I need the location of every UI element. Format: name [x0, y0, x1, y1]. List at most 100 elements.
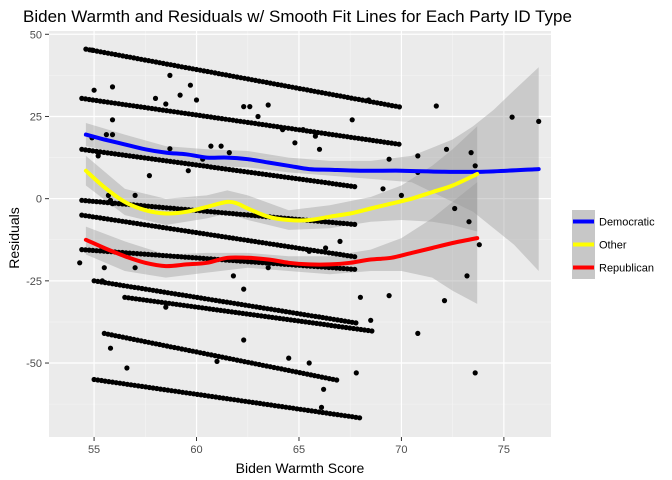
data-point — [93, 248, 100, 254]
data-point — [256, 259, 262, 265]
smooth-fit-lines — [83, 132, 541, 269]
data-point — [255, 113, 261, 120]
y-tick-label: 50 — [30, 29, 42, 41]
data-point — [130, 250, 136, 256]
data-point — [323, 245, 329, 251]
data-point — [109, 84, 116, 90]
legend-label-republican: Republican — [599, 263, 654, 275]
data-point — [152, 95, 159, 101]
data-point — [466, 219, 472, 225]
data-point — [214, 358, 220, 364]
data-point — [152, 204, 159, 210]
data-point — [89, 47, 95, 53]
data-point — [306, 360, 312, 366]
data-point — [101, 265, 107, 271]
data-point — [132, 192, 138, 198]
data-point — [265, 102, 271, 108]
data-point — [204, 208, 210, 214]
data-point — [333, 220, 339, 226]
data-point — [380, 186, 386, 192]
data-point — [230, 273, 236, 279]
data-point — [241, 286, 247, 292]
data-point — [357, 415, 363, 421]
data-point — [226, 150, 232, 156]
data-point — [472, 370, 478, 376]
data-point — [167, 253, 173, 259]
data-point — [349, 117, 355, 123]
data-point — [464, 273, 470, 279]
data-point — [509, 114, 515, 120]
data-point — [208, 143, 214, 149]
data-point — [366, 97, 372, 103]
data-point — [337, 238, 343, 244]
data-point — [109, 117, 116, 123]
data-point — [167, 72, 173, 78]
data-point — [204, 256, 210, 262]
data-point — [124, 365, 130, 371]
y-axis-title: Residuals — [6, 207, 22, 268]
data-point — [353, 370, 359, 376]
data-point — [91, 87, 97, 93]
data-point — [193, 97, 200, 103]
x-axis-title: Biden Warmth Score — [236, 460, 365, 476]
data-point — [259, 260, 266, 266]
data-point — [167, 146, 173, 152]
data-point — [536, 118, 542, 124]
data-point — [247, 104, 253, 110]
chart-title: Biden Warmth and Residuals w/ Smooth Fit… — [23, 7, 572, 26]
x-tick-label: 70 — [395, 444, 407, 456]
data-point — [352, 221, 358, 227]
data-point — [145, 251, 151, 257]
data-point — [352, 266, 358, 272]
data-point — [352, 184, 358, 190]
data-point — [386, 293, 392, 299]
data-point — [280, 127, 286, 133]
data-point — [318, 404, 325, 410]
data-point — [177, 92, 183, 98]
data-point — [109, 201, 116, 207]
data-point — [193, 255, 199, 261]
plot-panel — [49, 31, 551, 437]
data-point — [286, 355, 292, 361]
data-point — [415, 153, 421, 159]
data-point — [348, 221, 354, 227]
data-point — [134, 251, 140, 257]
data-point — [132, 265, 138, 271]
legend: Democratic Other Republican — [572, 210, 655, 279]
data-point — [344, 266, 350, 272]
data-point — [396, 141, 402, 147]
data-point — [218, 143, 224, 149]
data-point — [189, 255, 195, 261]
legend-label-other: Other — [599, 240, 627, 252]
data-point — [452, 205, 458, 212]
y-tick-label: 25 — [30, 111, 42, 123]
data-point — [103, 132, 109, 138]
data-point — [171, 253, 177, 259]
data-point — [197, 255, 203, 261]
data-point — [146, 173, 152, 179]
data-point — [292, 140, 298, 146]
axis-ticks: 55 60 65 70 75 -50 -25 0 25 50 — [26, 29, 510, 456]
data-point — [386, 156, 392, 162]
data-point — [248, 212, 254, 218]
data-point — [223, 210, 229, 216]
data-point — [352, 254, 358, 260]
data-point — [187, 82, 193, 88]
data-point — [237, 258, 243, 264]
data-point — [468, 150, 474, 156]
smooth-line-other — [83, 168, 480, 223]
data-point — [353, 320, 359, 326]
data-point — [163, 101, 169, 107]
data-point — [357, 294, 363, 300]
data-point — [99, 278, 105, 284]
data-point — [116, 201, 122, 207]
data-point — [415, 330, 421, 336]
data-point — [476, 242, 482, 248]
data-point — [316, 146, 323, 152]
data-point — [237, 211, 243, 217]
data-point — [443, 146, 450, 152]
x-tick-label: 65 — [293, 444, 305, 456]
data-point — [396, 104, 402, 110]
data-point — [160, 252, 166, 259]
data-point — [369, 328, 375, 334]
